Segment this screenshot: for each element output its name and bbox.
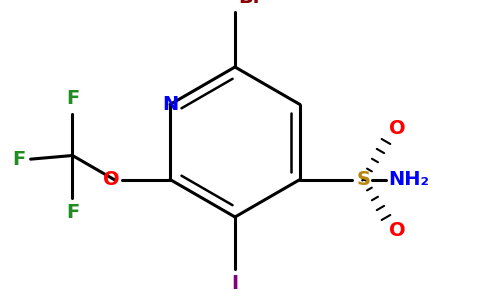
- Text: F: F: [13, 150, 26, 169]
- Text: S: S: [357, 170, 371, 189]
- Text: Br: Br: [238, 0, 262, 7]
- Text: O: O: [389, 119, 406, 139]
- Text: O: O: [389, 220, 406, 239]
- Text: I: I: [231, 274, 239, 293]
- Text: NH₂: NH₂: [388, 170, 429, 189]
- Text: F: F: [66, 202, 79, 221]
- Text: N: N: [162, 95, 178, 114]
- Text: F: F: [66, 89, 79, 109]
- Text: O: O: [104, 170, 120, 189]
